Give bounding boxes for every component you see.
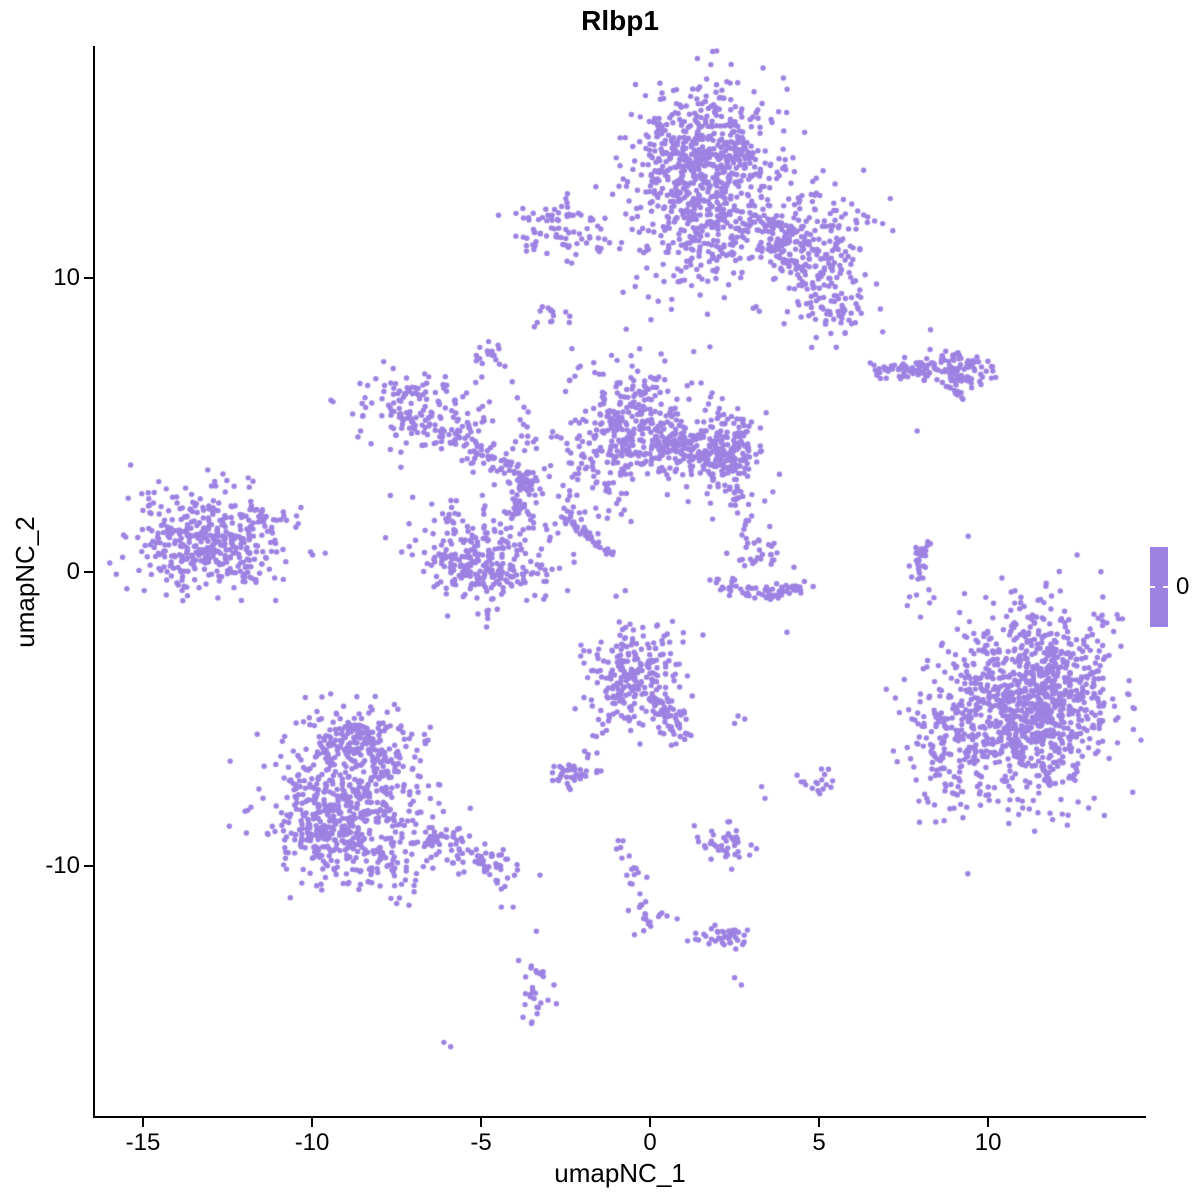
x-tick-label: -15 [125, 1129, 161, 1156]
x-tick-label: 0 [643, 1129, 657, 1156]
x-tick-mark [142, 1118, 144, 1127]
x-tick-mark [987, 1118, 990, 1127]
y-tick-mark [84, 864, 93, 867]
legend-label: 0 [1176, 573, 1190, 600]
x-axis-line [93, 1116, 1146, 1118]
y-tick-label: -10 [45, 851, 80, 879]
x-tick-label: 10 [974, 1129, 1002, 1156]
x-axis-title: umapNC_1 [554, 1158, 686, 1188]
legend: 0 [1150, 547, 1189, 627]
x-tick-mark [480, 1118, 483, 1127]
y-tick-label: 10 [53, 264, 80, 292]
legend-colorbar [1150, 547, 1168, 627]
legend-tick-icon [1150, 586, 1155, 588]
y-axis-title: umapNC_2 [10, 516, 40, 648]
x-tick-mark [649, 1118, 652, 1127]
x-tick-mark [311, 1118, 314, 1127]
y-tick-label: 0 [66, 558, 80, 585]
legend-tick-icon [1163, 586, 1168, 588]
y-tick-mark [84, 571, 93, 573]
x-tick-label: -10 [294, 1129, 330, 1156]
x-tick-label: 5 [812, 1129, 826, 1156]
y-tick-mark [84, 277, 93, 280]
y-axis-line [93, 46, 95, 1118]
x-tick-label: -5 [470, 1129, 492, 1156]
x-tick-mark [818, 1118, 821, 1127]
